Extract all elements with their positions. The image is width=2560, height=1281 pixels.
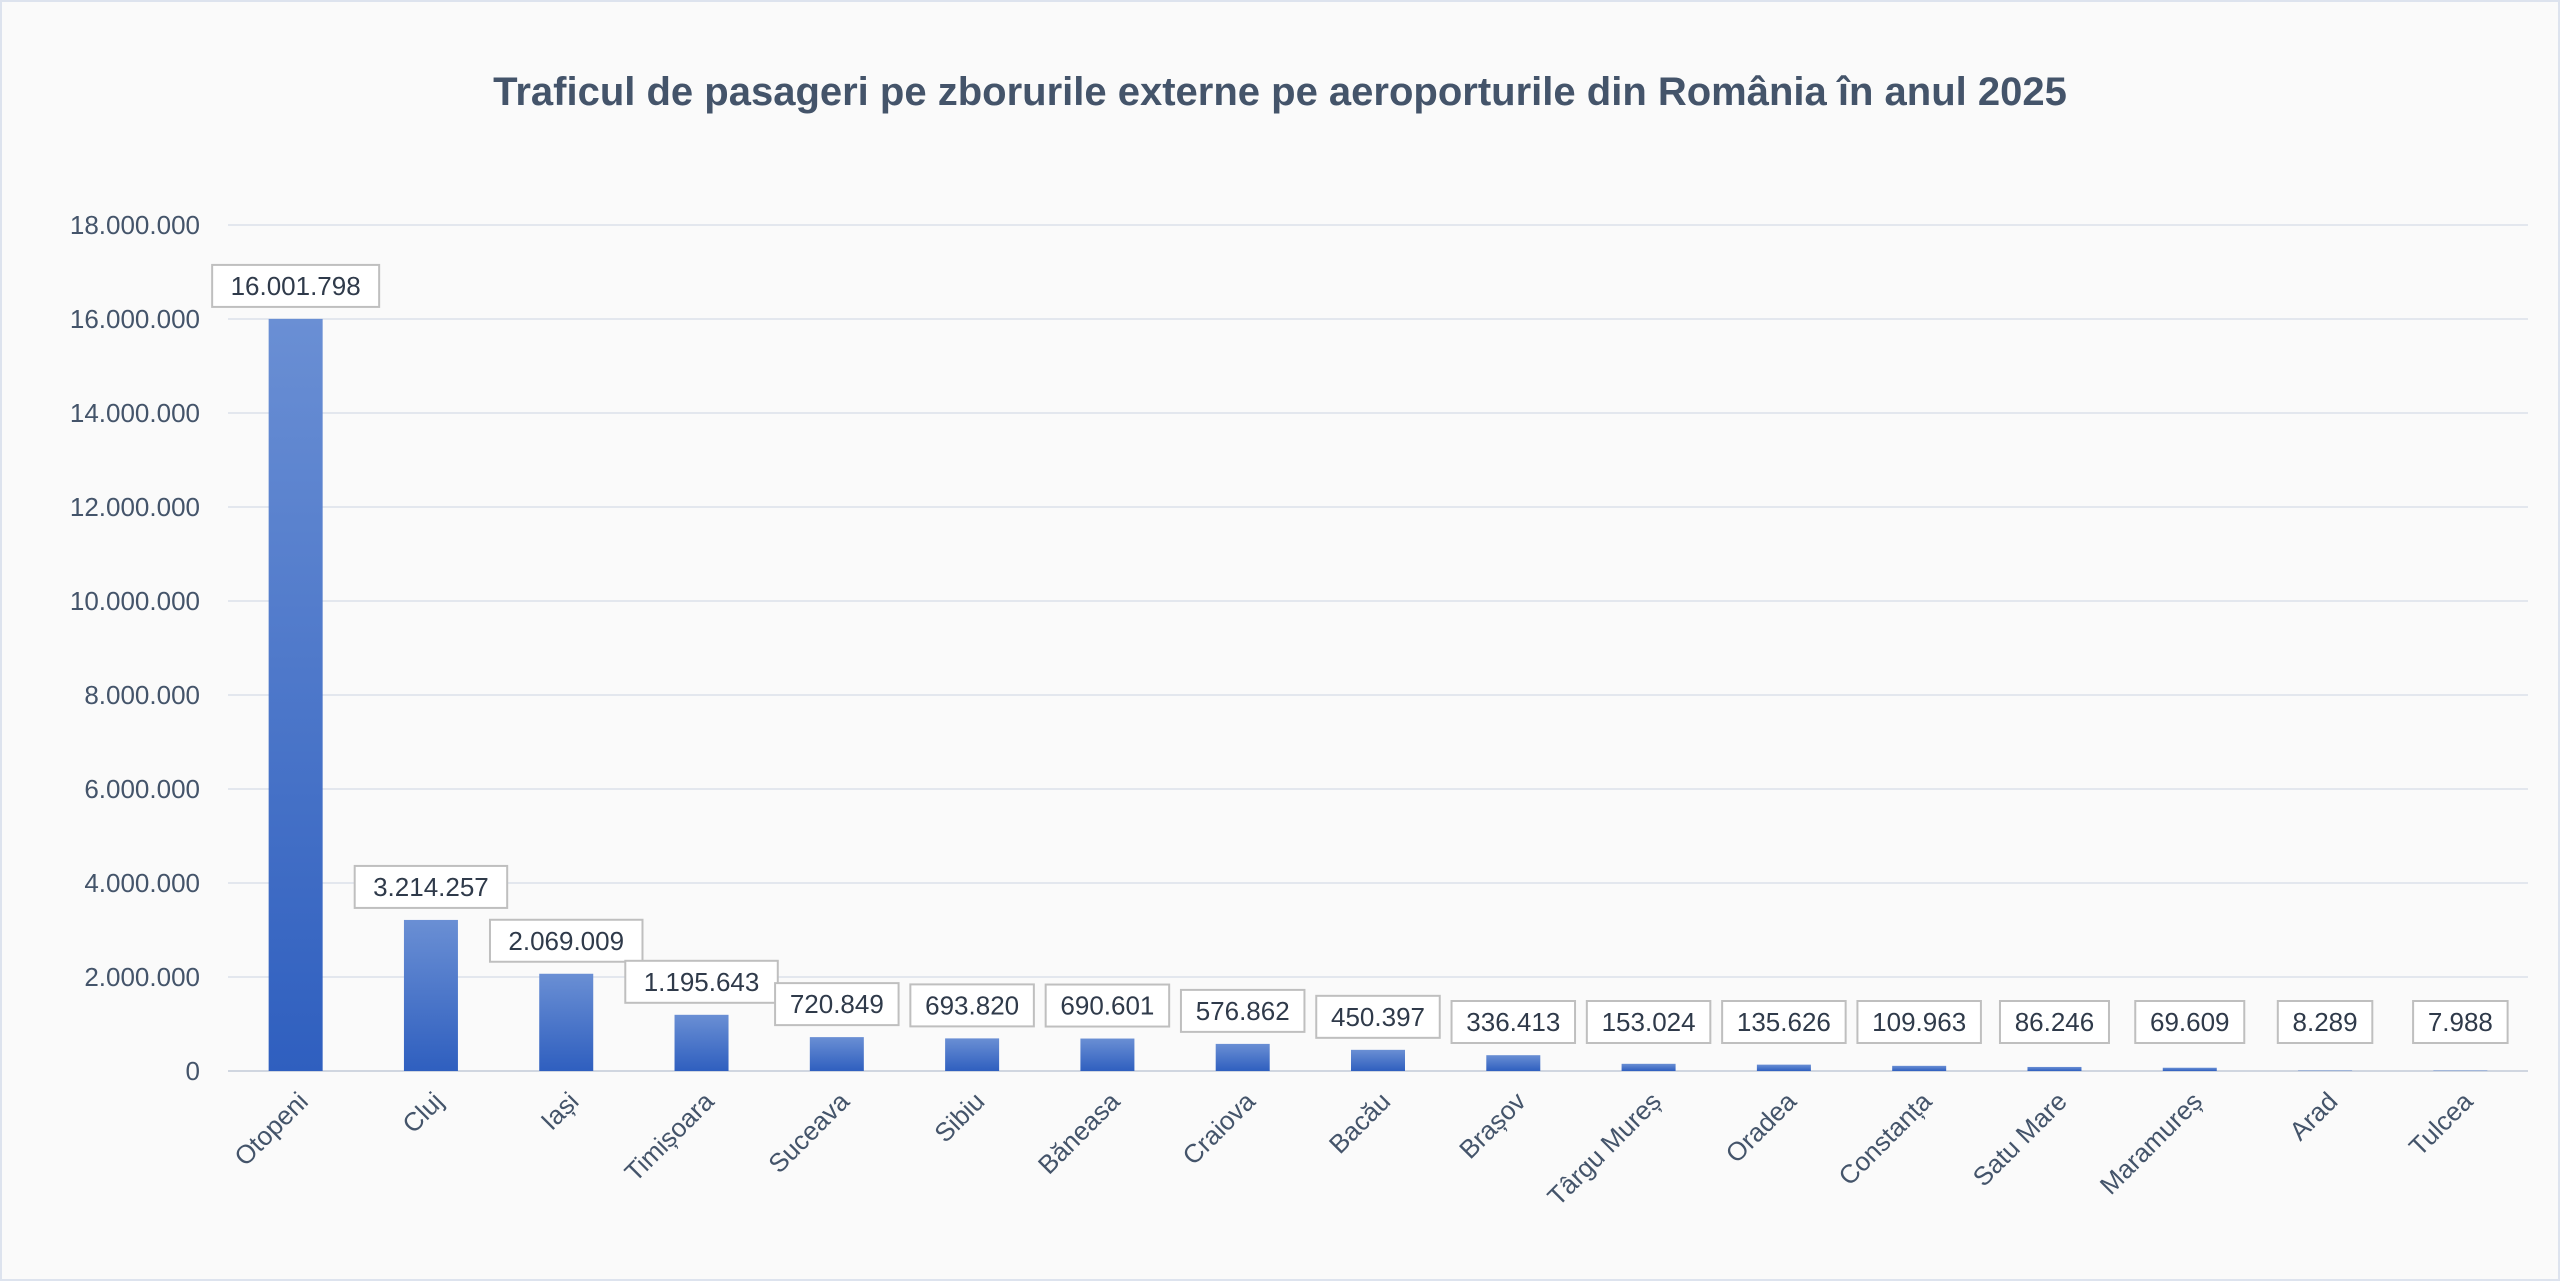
- y-tick-label: 12.000.000: [70, 492, 200, 522]
- y-tick-label: 6.000.000: [84, 774, 200, 804]
- y-tick-label: 16.000.000: [70, 304, 200, 334]
- data-label-box: [2276, 1000, 2374, 1044]
- data-label: 8.289: [2293, 1007, 2358, 1037]
- data-label: 109.963: [1872, 1007, 1966, 1037]
- x-category-label: Băneasa: [1032, 1086, 1126, 1180]
- data-label-box: [909, 983, 1035, 1028]
- bar: [1486, 1055, 1541, 1071]
- data-label-box: [624, 959, 779, 1004]
- data-label: 2.069.009: [508, 926, 624, 956]
- y-tick-label: 4.000.000: [84, 868, 200, 898]
- data-label: 7.988: [2428, 1007, 2493, 1037]
- x-category-label: Craiova: [1176, 1086, 1261, 1171]
- chart-title: Traficul de pasageri pe zborurile extern…: [493, 70, 2067, 114]
- bar: [674, 1014, 729, 1071]
- data-label: 153.024: [1602, 1007, 1696, 1037]
- bar: [268, 318, 323, 1071]
- data-label-box: [1179, 988, 1306, 1033]
- data-label: 693.820: [925, 990, 1019, 1020]
- data-label-box: [1998, 1000, 2110, 1044]
- data-label-box: [211, 263, 381, 308]
- x-category-label: Satu Mare: [1967, 1086, 2073, 1192]
- data-label-box: [488, 918, 644, 963]
- bar: [1892, 1065, 1947, 1071]
- bar: [1756, 1064, 1811, 1071]
- bar: [2162, 1067, 2217, 1071]
- x-category-label: Timișoara: [619, 1086, 721, 1188]
- x-category-label: Brașov: [1453, 1086, 1531, 1164]
- data-label: 16.001.798: [231, 271, 361, 301]
- data-label: 135.626: [1737, 1007, 1831, 1037]
- data-label: 450.397: [1331, 1002, 1425, 1032]
- data-label-box: [353, 864, 509, 909]
- y-tick-label: 10.000.000: [70, 586, 200, 616]
- y-tick-label: 0: [186, 1056, 200, 1086]
- data-label-box: [1315, 994, 1441, 1039]
- data-label-box: [1585, 1000, 1712, 1044]
- bar: [1351, 1049, 1405, 1071]
- data-label: 1.195.643: [644, 967, 760, 997]
- data-label: 3.214.257: [373, 872, 489, 902]
- x-category-label: Bacău: [1323, 1086, 1396, 1159]
- x-category-label: Maramureș: [2094, 1086, 2208, 1200]
- y-tick-label: 2.000.000: [84, 962, 200, 992]
- data-label: 690.601: [1060, 991, 1154, 1021]
- data-label: 86.246: [2015, 1007, 2095, 1037]
- x-category-label: Târgu Mureș: [1541, 1086, 1666, 1211]
- bar: [2027, 1066, 2082, 1071]
- x-category-label: Cluj: [396, 1086, 449, 1139]
- x-category-label: Suceava: [762, 1086, 855, 1179]
- bar: [1215, 1043, 1270, 1071]
- data-label: 720.849: [790, 989, 884, 1019]
- x-category-label: Arad: [2283, 1086, 2343, 1146]
- x-category-label: Tulcea: [2403, 1086, 2479, 1162]
- data-label-box: [1450, 1000, 1577, 1044]
- y-tick-label: 14.000.000: [70, 398, 200, 428]
- bar: [809, 1037, 864, 1071]
- data-label: 336.413: [1466, 1007, 1560, 1037]
- y-tick-label: 8.000.000: [84, 680, 200, 710]
- bar: [1080, 1038, 1135, 1071]
- x-category-label: Iași: [535, 1086, 585, 1136]
- data-label-box: [1856, 1000, 1982, 1044]
- data-label-box: [1044, 983, 1171, 1028]
- x-category-label: Otopeni: [228, 1086, 314, 1172]
- x-category-label: Sibiu: [928, 1086, 990, 1148]
- x-category-label: Constanța: [1832, 1086, 1937, 1191]
- data-label-box: [2134, 1000, 2246, 1044]
- bar: [945, 1038, 1000, 1071]
- data-label-box: [2412, 1000, 2509, 1044]
- bar: [539, 973, 594, 1071]
- bar: [403, 919, 458, 1071]
- data-label-box: [1721, 1000, 1847, 1044]
- y-tick-label: 18.000.000: [70, 210, 200, 240]
- data-label-box: [774, 982, 900, 1027]
- bar: [1621, 1063, 1676, 1071]
- data-label: 69.609: [2150, 1007, 2230, 1037]
- x-category-label: Oradea: [1720, 1086, 1803, 1169]
- data-label: 576.862: [1196, 996, 1290, 1026]
